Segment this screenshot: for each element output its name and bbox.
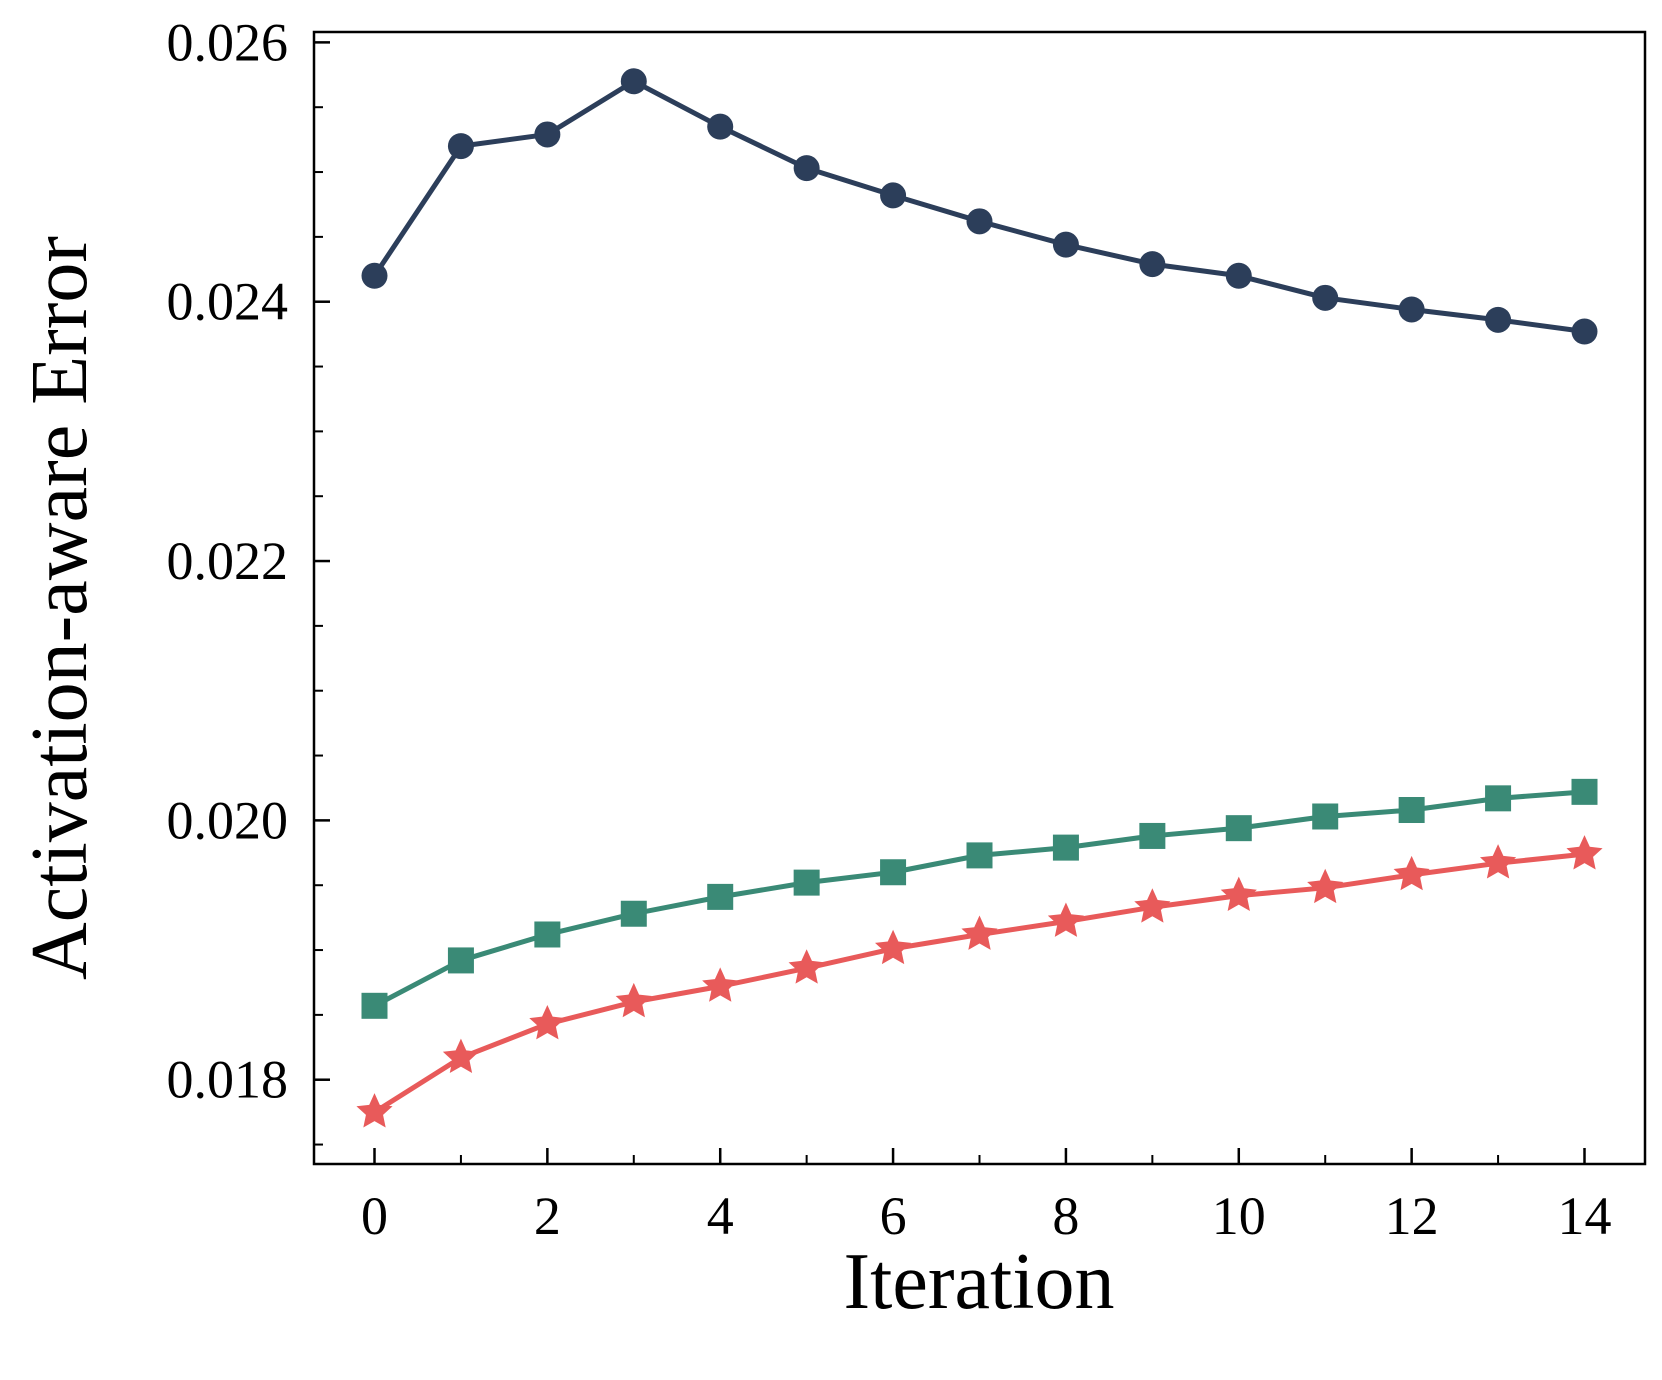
data-point [1393, 855, 1430, 891]
y-tick-label: 0.026 [167, 12, 289, 72]
data-point [1398, 797, 1425, 824]
x-tick-label: 12 [1385, 1186, 1439, 1246]
series-1-line [372, 78, 1585, 335]
data-point [1571, 778, 1598, 805]
data-point [620, 900, 647, 927]
data-point [702, 967, 739, 1002]
data-point [447, 947, 474, 974]
data-point [1312, 284, 1339, 311]
data-point [961, 915, 998, 950]
data-point [442, 1038, 479, 1074]
data-point [356, 1093, 393, 1128]
series-2 [361, 778, 1598, 1019]
x-tick-label: 14 [1558, 1186, 1612, 1246]
data-point [880, 182, 907, 209]
data-point [1566, 835, 1603, 870]
data-point [1480, 844, 1517, 879]
x-tick-label: 0 [361, 1186, 388, 1246]
x-tick-label: 10 [1212, 1186, 1266, 1246]
y-tick-label: 0.022 [167, 531, 289, 591]
y-axis-label: Activation-aware Error [16, 236, 104, 980]
data-point [361, 262, 388, 289]
y-tick-label: 0.018 [167, 1050, 289, 1110]
data-point [793, 155, 820, 182]
data-point [529, 1004, 566, 1040]
data-point [620, 68, 647, 95]
data-point [1312, 803, 1339, 830]
series-1 [361, 68, 1598, 345]
plot-marks [356, 68, 1603, 1128]
plot-frame [312, 30, 1647, 1166]
data-point [966, 842, 993, 869]
data-point [707, 113, 734, 140]
series-2-line [373, 789, 1585, 1009]
y-tick-label: 0.020 [167, 790, 289, 850]
data-point [1485, 306, 1512, 333]
data-point [966, 208, 993, 235]
series-3-line [373, 851, 1585, 1115]
y-tick-label: 0.024 [167, 272, 289, 332]
data-point [707, 883, 734, 910]
data-point [534, 921, 561, 948]
axes: 0 2 4 6 8 10 12 14 0.018 0.020 0.022 0.024 0.026 [167, 12, 1647, 1246]
data-point [1134, 888, 1171, 923]
data-point [1307, 868, 1344, 904]
x-axis-label: Iteration [844, 1238, 1115, 1326]
series-3 [356, 835, 1603, 1128]
data-point [1225, 262, 1252, 289]
data-point [1047, 902, 1084, 937]
data-point [1220, 876, 1257, 911]
data-point [793, 869, 820, 896]
x-tick-label: 8 [1052, 1186, 1079, 1246]
data-point [534, 121, 561, 148]
x-tick-label: 2 [534, 1186, 561, 1246]
data-point [1052, 834, 1079, 861]
data-point [1485, 785, 1512, 812]
data-point [1052, 231, 1079, 258]
data-point [447, 133, 474, 160]
x-tick-label: 4 [707, 1186, 734, 1246]
x-tick-label: 6 [880, 1186, 907, 1246]
data-point [875, 929, 912, 965]
data-point [1571, 318, 1598, 345]
data-point [1139, 822, 1166, 849]
data-point [880, 859, 907, 886]
data-point [1398, 296, 1425, 323]
data-point [361, 992, 388, 1019]
data-point [1225, 815, 1252, 842]
data-point [788, 949, 825, 984]
data-point [615, 982, 652, 1018]
data-point [1139, 251, 1166, 278]
